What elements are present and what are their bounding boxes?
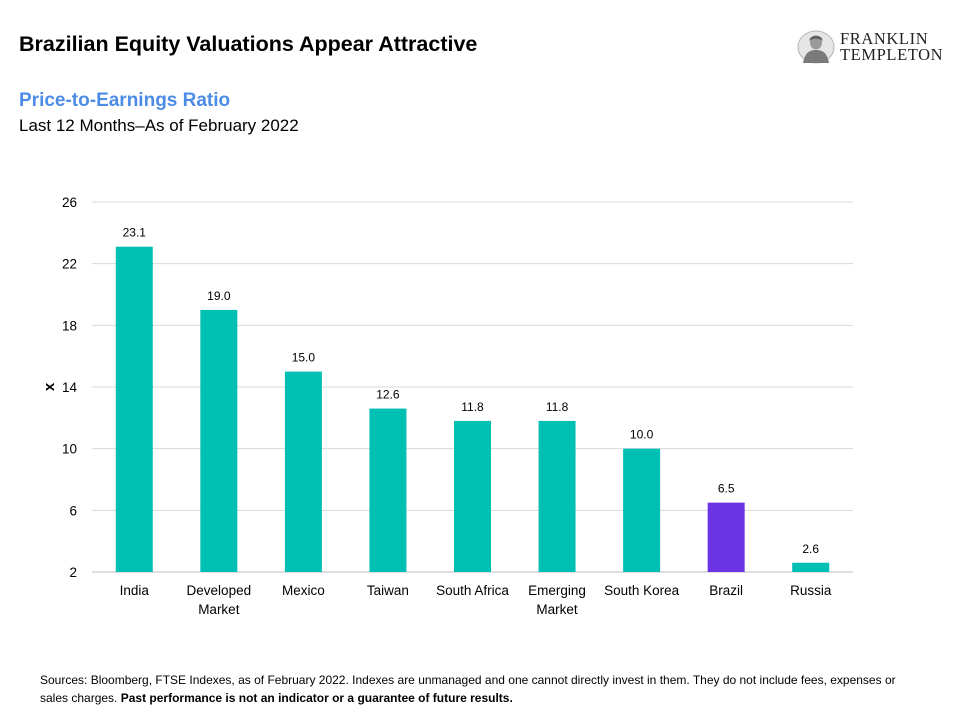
y-tick-label: 26 [62, 195, 77, 210]
footnote: Sources: Bloomberg, FTSE Indexes, as of … [40, 671, 920, 707]
x-tick-label: Mexico [282, 583, 325, 598]
y-tick-label: 10 [62, 442, 77, 457]
data-label: 15.0 [292, 351, 316, 365]
y-tick-label: 18 [62, 318, 77, 333]
chart-subtitle: Last 12 Months–As of February 2022 [19, 116, 299, 135]
y-tick-label: 6 [69, 503, 77, 518]
portrait-seal-icon [797, 30, 835, 64]
chart-title: Price-to-Earnings Ratio [19, 90, 231, 111]
bar [623, 448, 661, 572]
x-tick-label: Emerging [528, 583, 586, 598]
logo-line-1: FRANKLIN [840, 29, 929, 48]
logo-wordmark: FRANKLIN TEMPLETON [840, 29, 944, 64]
page-title: Brazilian Equity Valuations Appear Attra… [19, 32, 478, 56]
data-label: 11.8 [546, 400, 569, 414]
data-label: 11.8 [461, 400, 484, 414]
x-tick-label: Market [198, 602, 240, 617]
x-tick-label: Market [536, 602, 578, 617]
y-axis-label: x [41, 382, 58, 391]
x-tick-label: Developed [187, 583, 252, 598]
y-tick-label: 22 [62, 257, 77, 272]
x-tick-label: South Korea [604, 583, 680, 598]
x-tick-label: Taiwan [367, 583, 409, 598]
data-label: 6.5 [718, 482, 735, 496]
x-tick-label: India [120, 583, 150, 598]
x-tick-label: Russia [790, 583, 832, 598]
x-tick-label: Brazil [709, 583, 743, 598]
bar [707, 502, 745, 572]
x-tick-label: South Africa [436, 583, 509, 598]
franklin-templeton-logo: FRANKLIN TEMPLETON [797, 30, 957, 66]
data-label: 19.0 [207, 289, 231, 303]
y-tick-label: 2 [69, 565, 77, 580]
y-tick-label: 14 [62, 380, 78, 395]
bar [200, 309, 238, 572]
data-label: 23.1 [123, 226, 147, 240]
footnote-disclaimer: Past performance is not an indicator or … [120, 691, 513, 705]
bar [792, 562, 830, 572]
pe-ratio-bar-chart: 261014182226x23.1India19.0DevelopedMarke… [41, 195, 853, 617]
bar [284, 371, 322, 572]
data-label: 2.6 [802, 542, 819, 556]
bar [115, 246, 153, 573]
data-label: 10.0 [630, 428, 654, 442]
bar [538, 420, 576, 572]
bar [369, 408, 407, 572]
bar [454, 420, 491, 572]
data-label: 12.6 [376, 388, 400, 402]
footnote-sources: Sources: Bloomberg, FTSE Indexes, as of … [40, 673, 896, 705]
logo-line-2: TEMPLETON [840, 45, 944, 64]
